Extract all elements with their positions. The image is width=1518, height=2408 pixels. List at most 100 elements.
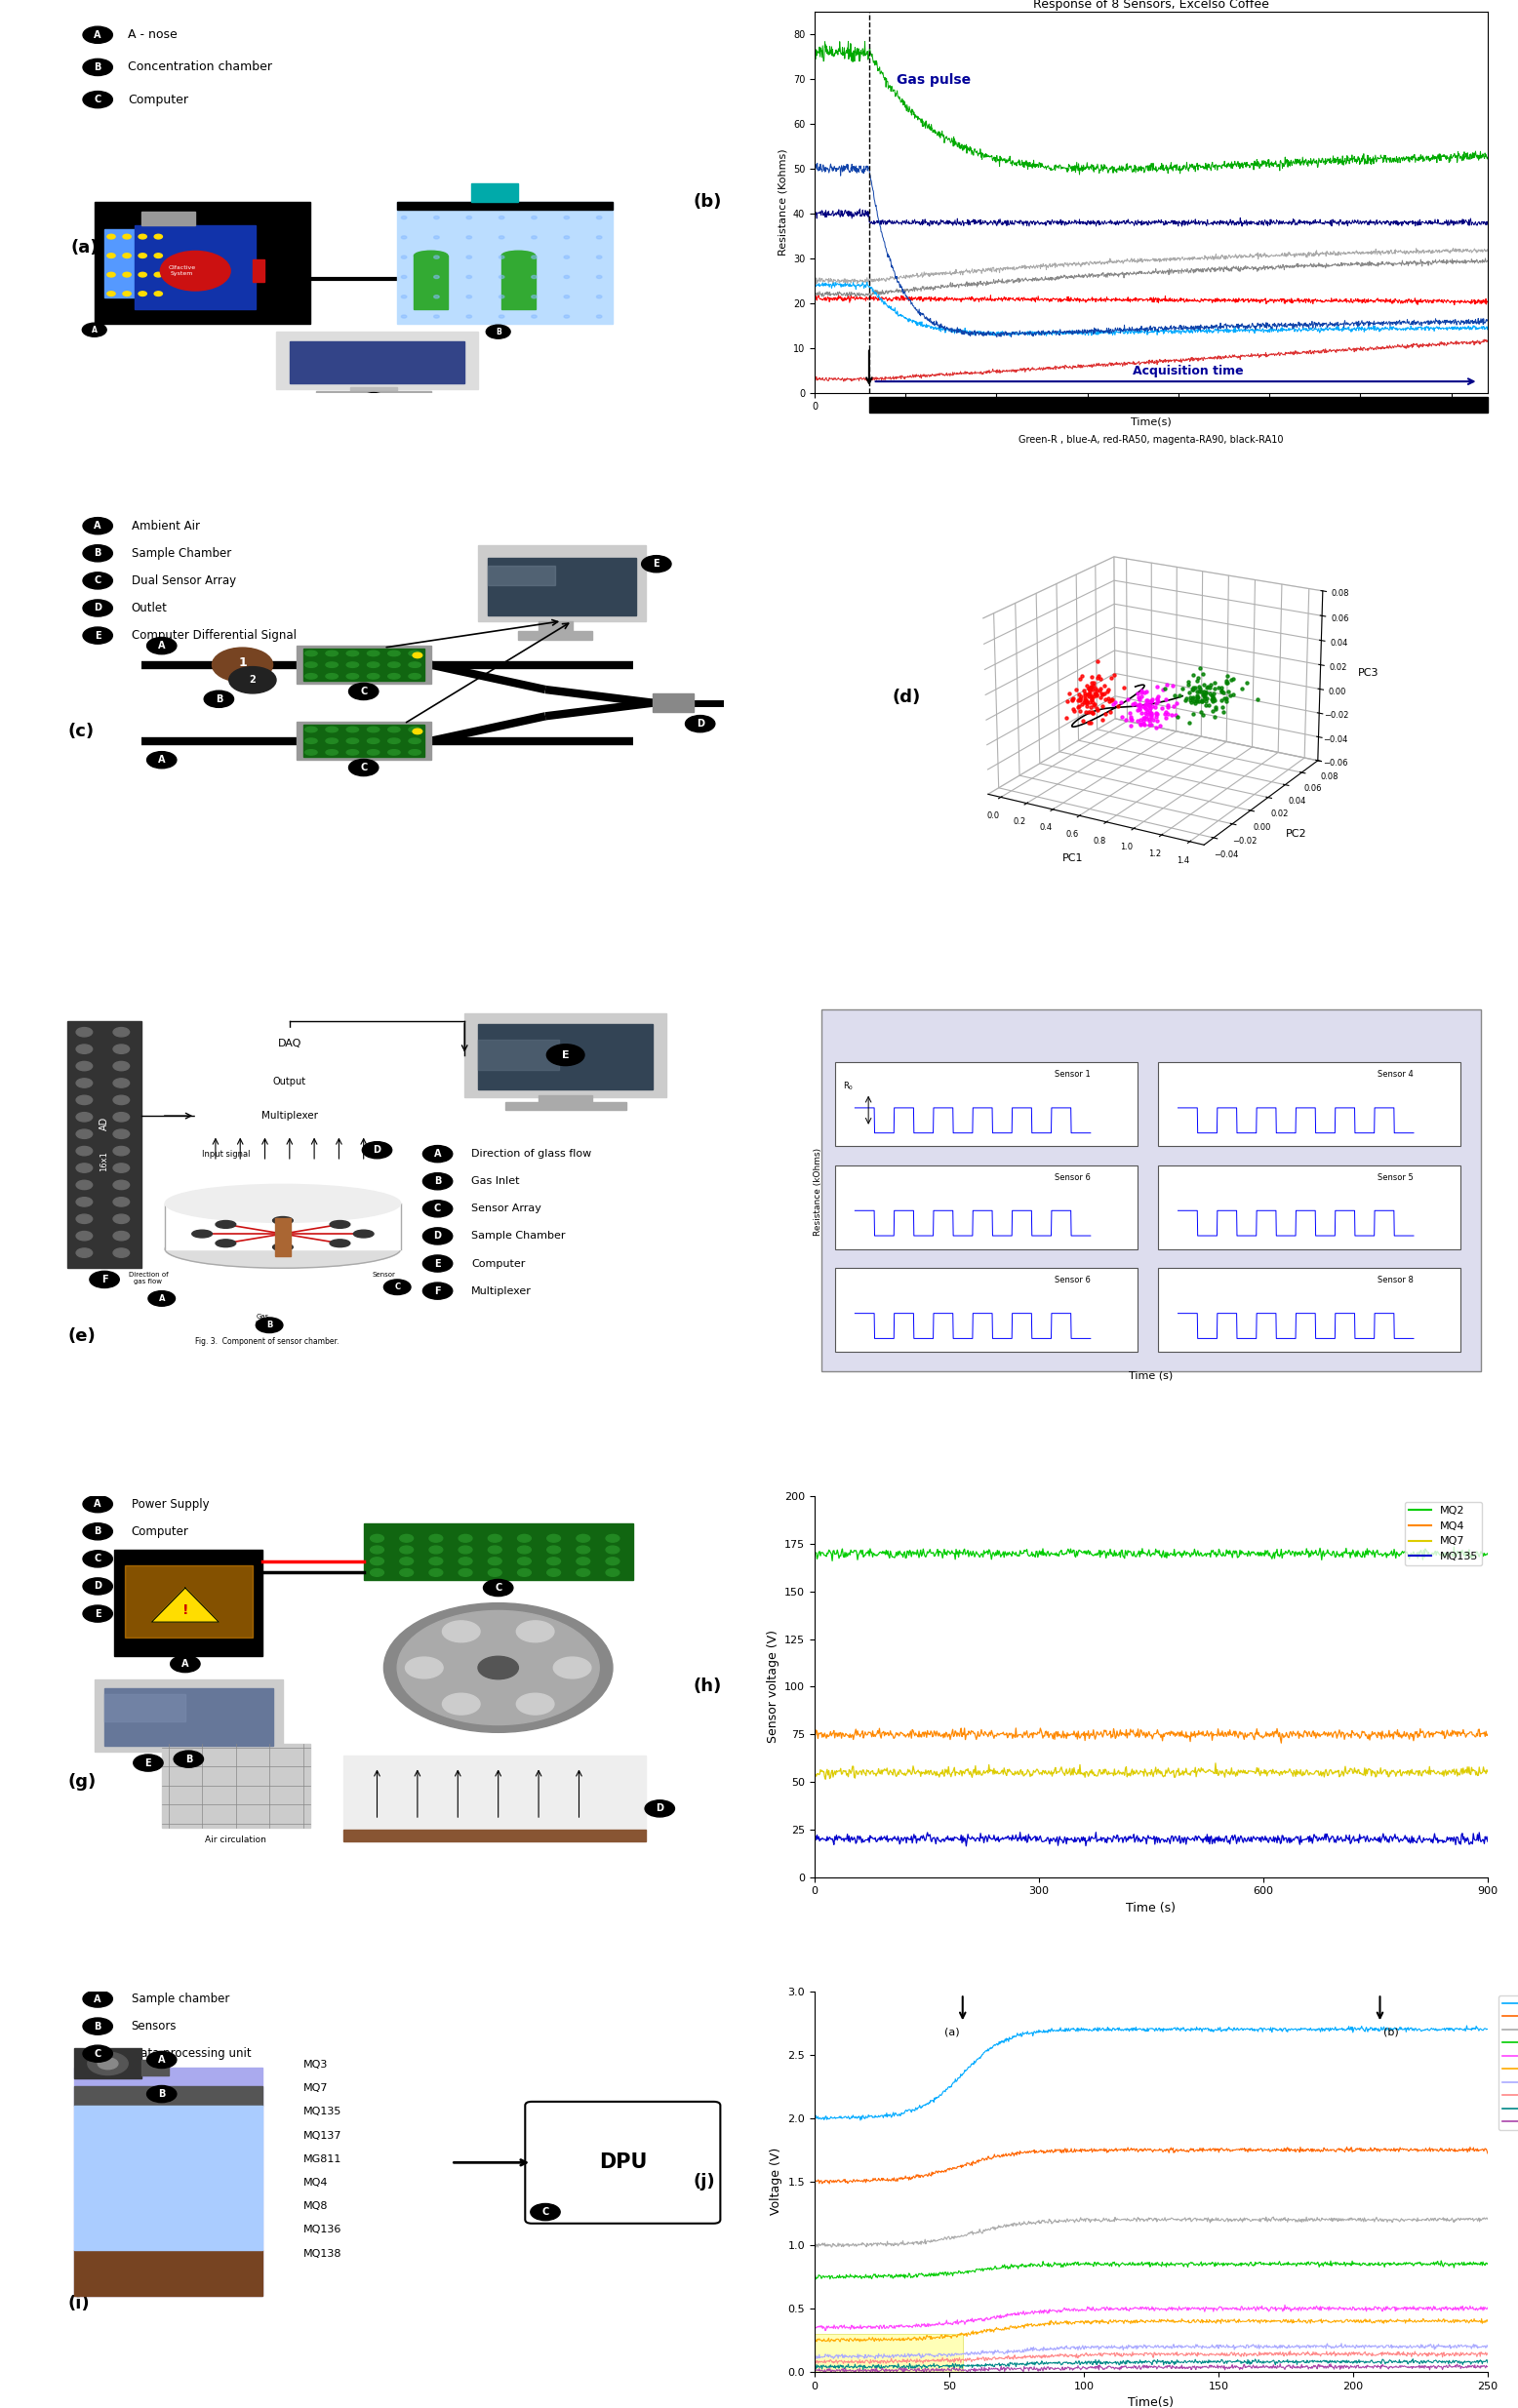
- Text: Sample Chamber: Sample Chamber: [471, 1230, 565, 1240]
- Circle shape: [597, 315, 601, 318]
- MQ7: [1216, 1763, 1234, 1792]
- MQ137: [806, 2326, 824, 2355]
- Ellipse shape: [273, 1216, 293, 1223]
- MQ4: [1479, 2333, 1497, 2362]
- Circle shape: [97, 2059, 118, 2068]
- Text: (e): (e): [67, 1327, 96, 1346]
- MQ4: [847, 1714, 865, 1743]
- Circle shape: [466, 275, 472, 279]
- MQ6: [820, 2170, 838, 2199]
- Text: E: E: [94, 1609, 102, 1618]
- Circle shape: [76, 1214, 93, 1223]
- MQ135: [806, 2264, 824, 2292]
- Ellipse shape: [408, 650, 420, 655]
- Circle shape: [155, 234, 162, 238]
- Ellipse shape: [165, 1230, 401, 1269]
- Bar: [398, 202, 613, 325]
- MQ136: [1331, 2295, 1350, 2324]
- Ellipse shape: [408, 674, 420, 679]
- Circle shape: [606, 1534, 619, 1541]
- Bar: [489, 559, 636, 616]
- Line: MQ131: MQ131: [815, 2365, 1488, 2372]
- Text: DPU: DPU: [598, 2153, 647, 2172]
- MQ131: [1102, 2353, 1120, 2382]
- Circle shape: [546, 1558, 560, 1565]
- Circle shape: [597, 275, 601, 279]
- Circle shape: [108, 234, 115, 238]
- Text: Concentration chamber: Concentration chamber: [128, 60, 272, 75]
- Ellipse shape: [329, 1221, 351, 1228]
- Text: F: F: [102, 1274, 108, 1283]
- Circle shape: [606, 1546, 619, 1553]
- Polygon shape: [152, 1587, 219, 1623]
- MQ8: [1281, 2336, 1299, 2365]
- Legend: MQ3, MQ6, MQ7, MQ135, MQ136, MQ137, MQ4, MQ8, MQ136, MQ131: MQ3, MQ6, MQ7, MQ135, MQ136, MQ137, MQ4,…: [1498, 1996, 1518, 2131]
- Bar: [478, 1040, 559, 1069]
- MQ4: [1214, 1722, 1233, 1751]
- MQ131: [1479, 2353, 1497, 2382]
- MQ136: [1078, 2348, 1096, 2377]
- Circle shape: [606, 1558, 619, 1565]
- Ellipse shape: [165, 1185, 401, 1223]
- Circle shape: [349, 759, 378, 775]
- Ellipse shape: [501, 250, 536, 260]
- Circle shape: [401, 255, 407, 258]
- Circle shape: [430, 1546, 443, 1553]
- Circle shape: [114, 1214, 129, 1223]
- Text: C: C: [94, 94, 102, 104]
- Ellipse shape: [367, 749, 380, 756]
- Circle shape: [83, 600, 112, 616]
- MQ8: [1331, 2341, 1350, 2369]
- Bar: [1158, 1062, 1460, 1146]
- Circle shape: [213, 648, 273, 681]
- Circle shape: [229, 667, 276, 694]
- Text: E: E: [146, 1758, 152, 1767]
- Circle shape: [134, 1755, 162, 1772]
- MQ136: [1102, 2295, 1120, 2324]
- MQ4: [1102, 2331, 1120, 2360]
- Text: Data processing unit: Data processing unit: [132, 2047, 250, 2059]
- Circle shape: [645, 1801, 674, 1818]
- Line: MQ6: MQ6: [815, 2148, 1488, 2184]
- Text: Gas
inlet: Gas inlet: [255, 1315, 270, 1327]
- MQ8: [1269, 2341, 1287, 2369]
- Text: MG811: MG811: [304, 2155, 342, 2165]
- MQ135: [1479, 1828, 1497, 1857]
- Circle shape: [483, 1580, 513, 1597]
- MQ135: [1198, 1820, 1216, 1849]
- MQ8: [806, 2348, 824, 2377]
- Ellipse shape: [408, 662, 420, 667]
- Circle shape: [173, 1751, 203, 1767]
- Text: (a): (a): [71, 238, 99, 258]
- MQ131: [806, 2355, 824, 2384]
- Bar: [141, 212, 196, 226]
- Circle shape: [83, 573, 112, 590]
- MQ2: [823, 1546, 841, 1575]
- MQ137: [1078, 2309, 1096, 2338]
- Circle shape: [565, 236, 569, 238]
- Circle shape: [370, 1558, 384, 1565]
- MQ136: [1275, 2290, 1293, 2319]
- Text: AD: AD: [100, 1117, 109, 1129]
- Text: B: B: [216, 694, 223, 703]
- Circle shape: [466, 315, 472, 318]
- Text: A: A: [94, 520, 102, 530]
- Bar: [539, 621, 572, 633]
- Bar: [74, 2105, 263, 2249]
- Text: B: B: [266, 1320, 273, 1329]
- Circle shape: [577, 1534, 591, 1541]
- Circle shape: [434, 217, 439, 219]
- Circle shape: [76, 1146, 93, 1156]
- Text: C: C: [360, 763, 367, 773]
- Text: Sensor: Sensor: [372, 1271, 396, 1279]
- Circle shape: [424, 1199, 452, 1216]
- Circle shape: [518, 1558, 531, 1565]
- Ellipse shape: [346, 739, 358, 744]
- MQ137: [1331, 2307, 1350, 2336]
- Circle shape: [76, 1112, 93, 1122]
- Text: D: D: [373, 1146, 381, 1156]
- Circle shape: [434, 315, 439, 318]
- Bar: [519, 631, 592, 641]
- Bar: [489, 566, 556, 585]
- Bar: [162, 1743, 310, 1828]
